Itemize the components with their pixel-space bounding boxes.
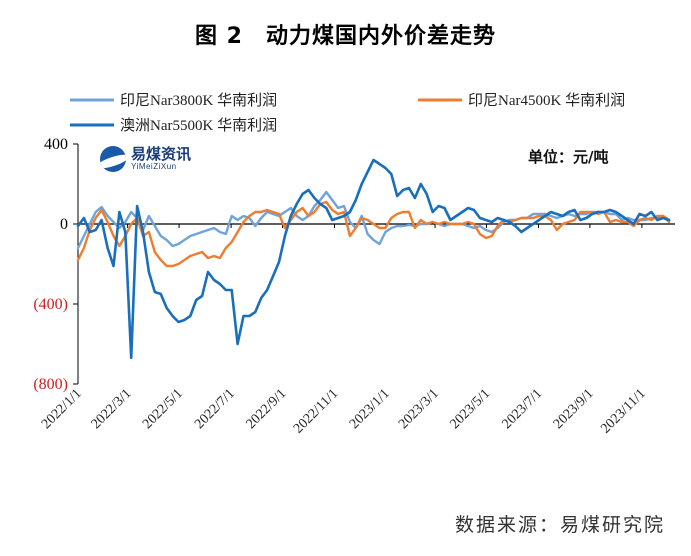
x-tick-label: 2022/7/1 [192, 386, 238, 432]
logo-icon [100, 146, 126, 172]
x-tick-label: 2022/3/1 [89, 386, 135, 432]
x-tick-label: 2022/11/1 [291, 386, 341, 436]
legend-label: 澳洲Nar5500K 华南利润 [120, 117, 277, 134]
legend-label: 印尼Nar4500K 华南利润 [468, 92, 625, 109]
x-tick-label: 2023/5/1 [447, 386, 493, 432]
x-tick-label: 2023/1/1 [347, 386, 393, 432]
x-tick-label: 2023/9/1 [551, 386, 597, 432]
x-tick-label: 2023/3/1 [396, 386, 442, 432]
series-line-1 [76, 190, 671, 250]
logo-name: 易煤资讯 [131, 144, 192, 163]
unit-label: 单位：元/吨 [528, 148, 609, 166]
y-tick-label: (800) [33, 376, 68, 393]
watermark-logo: 易煤资讯 YiMeiZiXun [100, 146, 191, 172]
chart-title: 图 2 动力煤国内外价差走势 [195, 24, 496, 49]
y-tick-label: (400) [33, 296, 68, 313]
price-spread-line-chart: 印尼Nar3800K 华南利润 印尼Nar4500K 华南利润澳洲Nar5500K… [33, 92, 675, 437]
x-tick-label: 2023/7/1 [499, 386, 545, 432]
series-lines [76, 158, 671, 360]
data-source: 数据来源：易煤研究院 [454, 514, 665, 536]
logo-subtitle: YiMeiZiXun [131, 161, 177, 171]
legend: 印尼Nar3800K 华南利润 印尼Nar4500K 华南利润澳洲Nar5500K… [70, 92, 625, 134]
y-axis: 400 0 (400) (800) [33, 136, 79, 393]
y-tick-label: 0 [60, 216, 68, 233]
x-tick-label: 2022/5/1 [140, 386, 186, 432]
series-line-2 [76, 200, 671, 268]
x-tick-label: 2022/1/1 [39, 386, 85, 432]
legend-label: 印尼Nar3800K 华南利润 [120, 92, 277, 109]
x-tick-label: 2022/9/1 [244, 386, 290, 432]
y-tick-label: 400 [44, 136, 68, 153]
x-tick-label: 2023/11/1 [598, 386, 648, 436]
series-line-3 [76, 158, 671, 360]
